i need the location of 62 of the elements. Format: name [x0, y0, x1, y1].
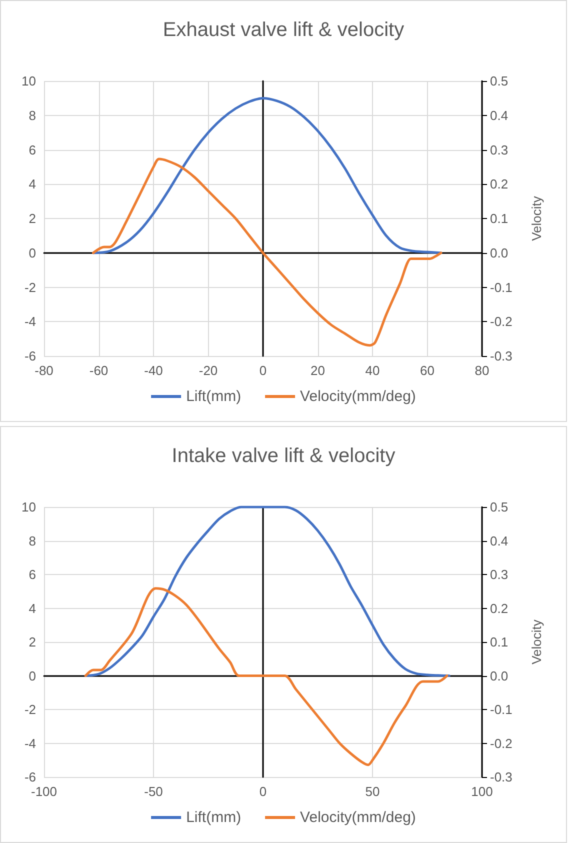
y2-axis-title: Velocity	[529, 619, 544, 664]
line-series	[84, 587, 448, 766]
chart-title: Intake valve lift & velocity	[172, 445, 396, 467]
x-tick-label: 60	[420, 363, 434, 378]
x-tick-label: -100	[30, 784, 58, 799]
x-tick-label: 20	[310, 363, 325, 378]
x-tick-label: 0	[259, 363, 267, 378]
x-tick-label: -40	[144, 363, 163, 378]
y-tick-label: 2	[28, 634, 36, 650]
y2-tick-label: 0.0	[490, 668, 508, 684]
y2-tick-label: 0.4	[490, 108, 508, 123]
y2-tick-label: 0.5	[490, 74, 508, 88]
y2-tick-label: 0.3	[490, 567, 508, 582]
y-tick-label: 10	[22, 500, 36, 514]
y-tick-label: 4	[28, 600, 36, 616]
legend-label: Velocity(mm/deg)	[300, 388, 416, 405]
y-tick-label: 10	[22, 74, 36, 88]
y2-tick-label: -0.2	[490, 314, 512, 330]
y2-axis-title: Velocity	[529, 196, 544, 241]
chart-title: Exhaust valve lift & velocity	[162, 19, 404, 41]
legend-label: Lift(mm)	[186, 809, 242, 826]
y2-tick-label: 0.1	[490, 634, 508, 650]
y-tick-label: 2	[28, 211, 36, 226]
line-series	[92, 158, 442, 347]
x-tick-label: 100	[471, 784, 493, 799]
y-tick-label: -6	[24, 770, 36, 784]
y2-tick-label: 0.5	[490, 500, 508, 514]
x-tick-label: 80	[474, 363, 490, 378]
y-tick-label: 4	[28, 176, 36, 192]
y-tick-label: 6	[28, 142, 36, 158]
x-tick-label: -80	[34, 363, 54, 378]
y-tick-label: -6	[24, 348, 36, 364]
y2-tick-label: 0.2	[490, 176, 508, 192]
x-tick-label: 0	[259, 784, 267, 799]
x-tick-label: 50	[365, 784, 380, 799]
y2-tick-label: 0.4	[490, 533, 508, 548]
x-tick-label: 40	[365, 363, 380, 378]
legend-label: Lift(mm)	[186, 388, 242, 405]
y2-tick-label: 0.0	[490, 245, 508, 260]
legend-label: Velocity(mm/deg)	[300, 809, 416, 826]
y-tick-label: 0	[28, 668, 36, 684]
y2-tick-label: -0.1	[490, 280, 512, 295]
x-tick-label: -20	[198, 363, 218, 378]
y2-tick-label: 0.2	[490, 600, 508, 616]
y-tick-label: 8	[28, 533, 36, 548]
y2-tick-label: -0.3	[490, 770, 512, 784]
x-tick-label: -50	[144, 784, 163, 799]
y-tick-label: -4	[24, 314, 36, 330]
y-tick-label: 0	[28, 245, 36, 260]
y2-tick-label: 0.1	[490, 211, 508, 226]
y-tick-label: -2	[24, 702, 36, 717]
x-tick-label: -60	[89, 363, 108, 378]
y2-tick-label: -0.1	[490, 702, 512, 717]
y2-tick-label: 0.3	[490, 142, 508, 158]
y2-tick-label: -0.3	[490, 348, 512, 364]
y-tick-label: -2	[24, 280, 36, 295]
y-tick-label: 6	[28, 567, 36, 582]
y2-tick-label: -0.2	[490, 736, 512, 751]
y-tick-label: 8	[28, 108, 36, 123]
y-tick-label: -4	[24, 736, 36, 751]
line-series	[84, 506, 450, 677]
line-series	[92, 96, 442, 254]
